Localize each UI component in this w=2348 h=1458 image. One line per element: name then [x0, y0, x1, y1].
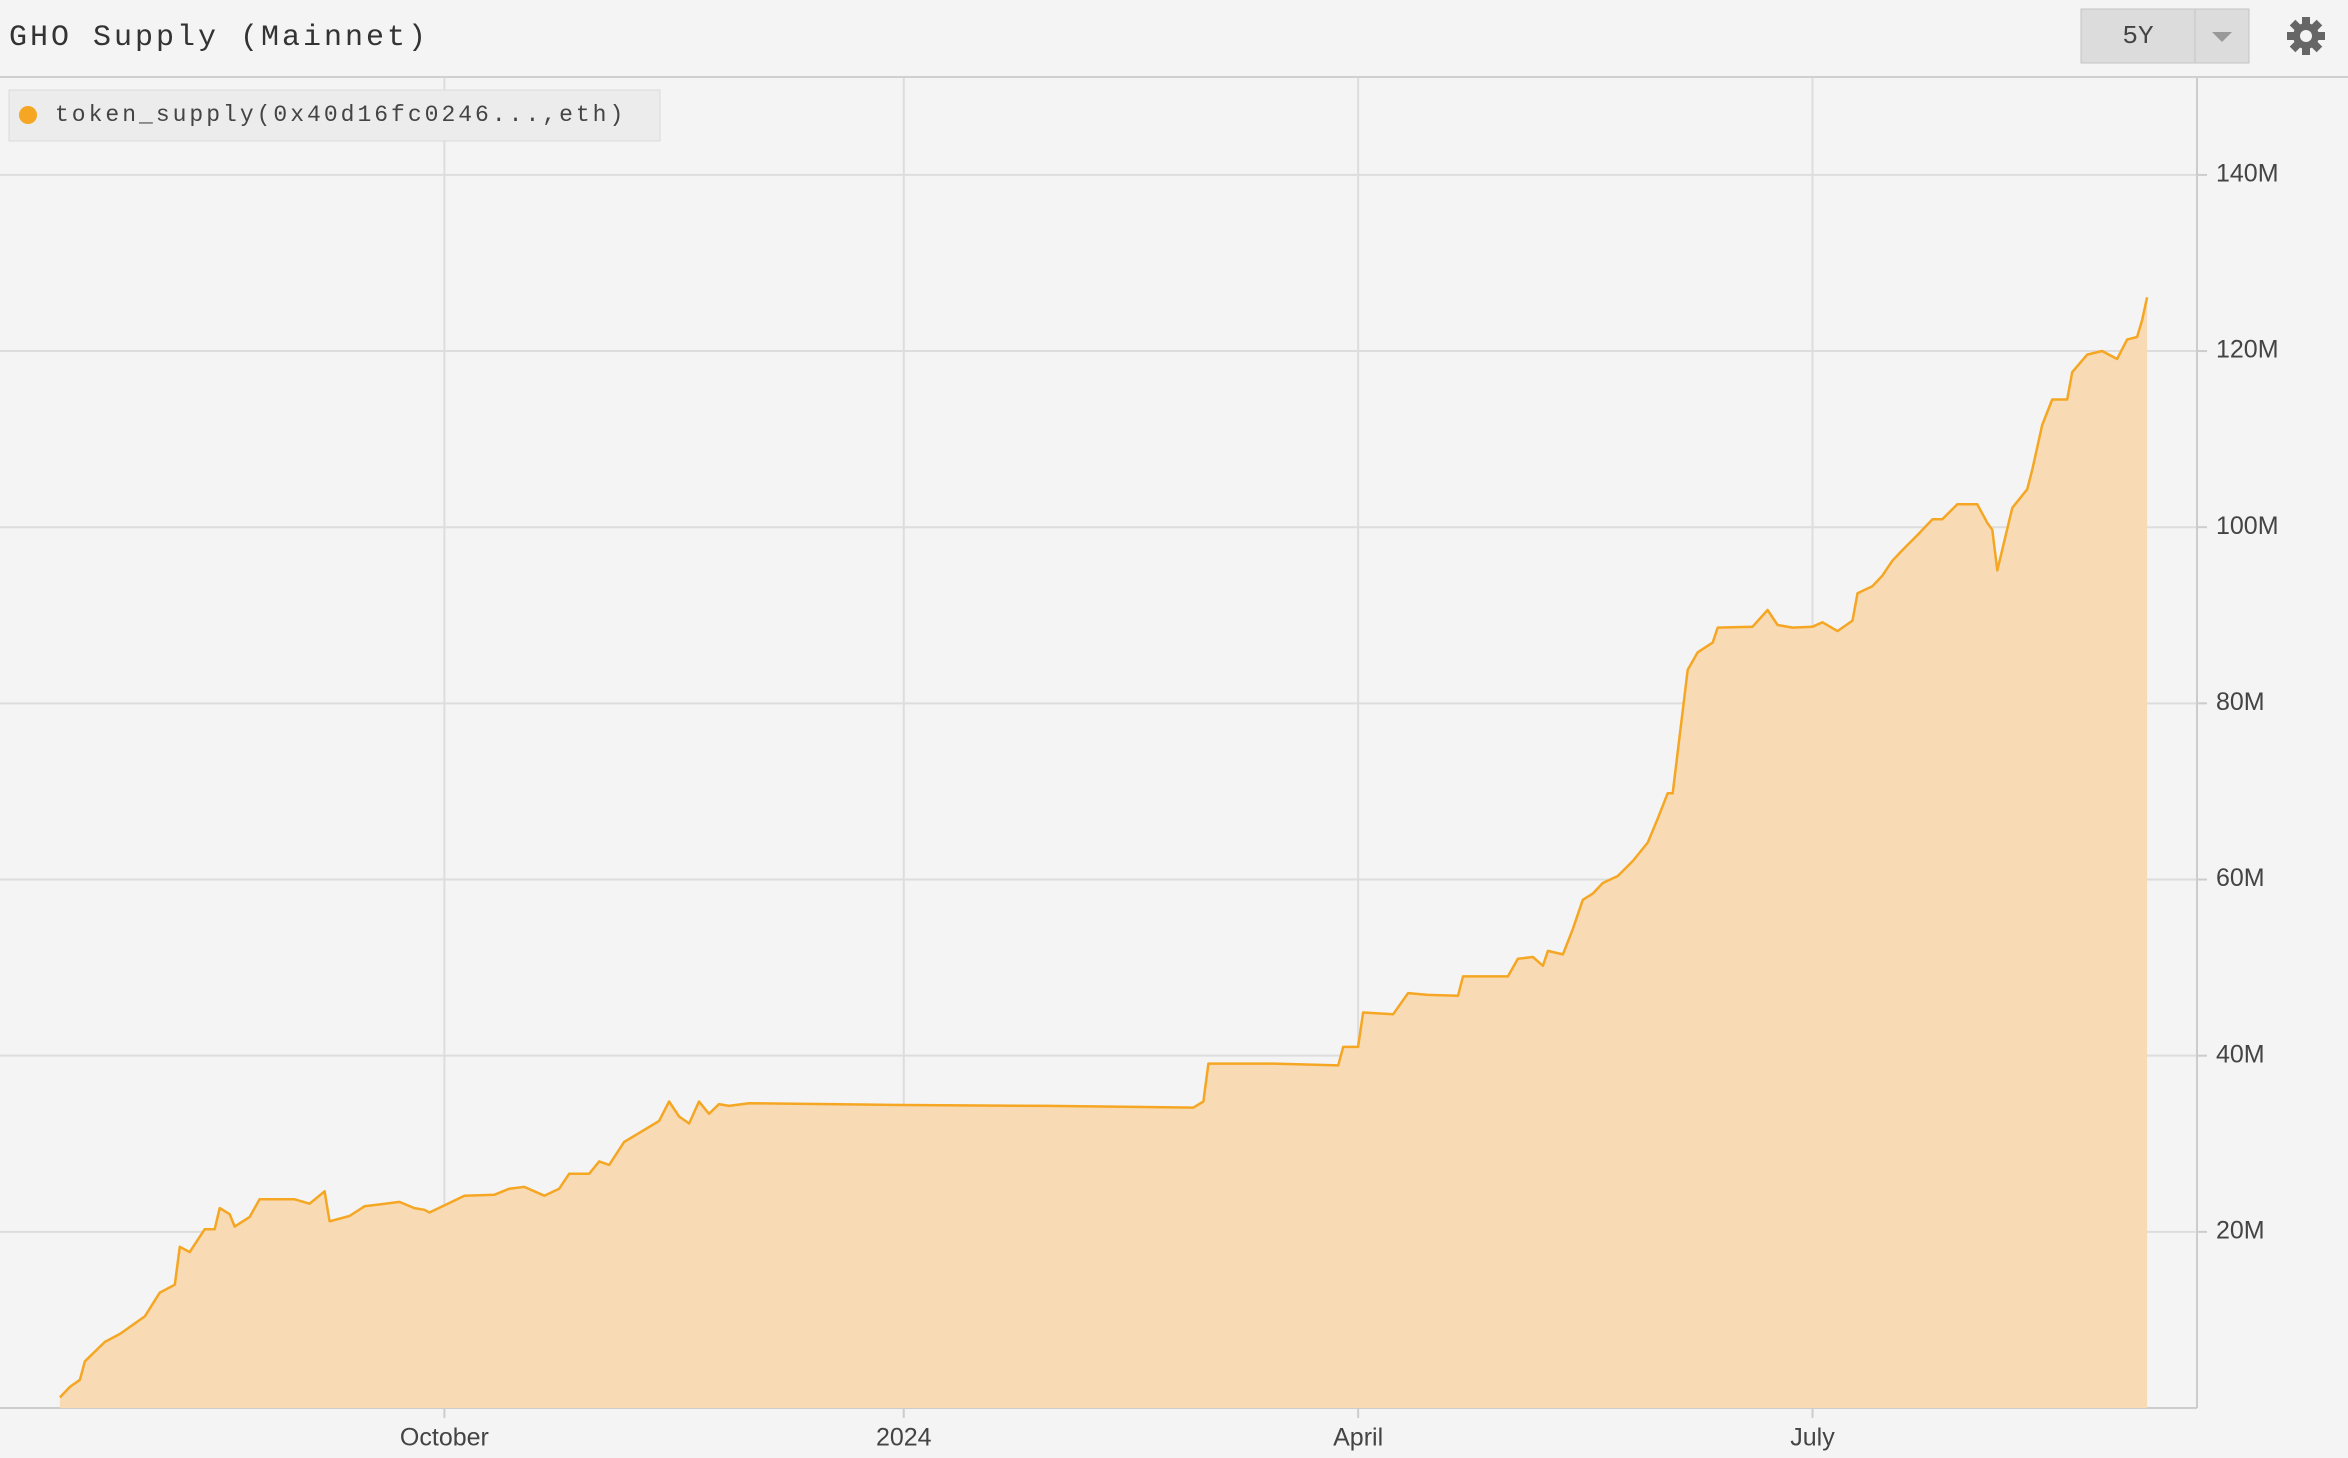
- y-tick-label: 140M: [2216, 159, 2279, 187]
- y-tick-label: 80M: [2216, 688, 2265, 716]
- area: [59, 297, 2148, 1408]
- range-button[interactable]: [2080, 8, 2196, 64]
- chart-title: GHO Supply (Mainnet): [9, 21, 429, 55]
- range-button-label[interactable]: 5Y: [2122, 21, 2154, 51]
- x-tick-label: October: [400, 1424, 489, 1452]
- legend: [8, 89, 661, 142]
- y-tick-label: 120M: [2216, 336, 2279, 364]
- plot: 20M 40M 60M 80M 100M 120M 140M October 2024 April…: [0, 78, 2279, 1452]
- dropdown-arrow: [2212, 32, 2232, 42]
- y-tick-label: 60M: [2216, 864, 2265, 892]
- line: [58, 297, 2149, 1399]
- y-tick-label: 40M: [2216, 1040, 2265, 1068]
- legend-marker: [19, 106, 37, 124]
- legend-label: token_supply(0x40d16fc0246...,eth): [55, 102, 626, 128]
- x-tick-label: July: [1790, 1424, 1835, 1452]
- settings-icon[interactable]: [2287, 17, 2325, 55]
- y-tick-label: 20M: [2216, 1216, 2265, 1244]
- x-tick-label: April: [1333, 1424, 1383, 1452]
- x-tick-label: 2024: [876, 1424, 932, 1452]
- y-tick-label: 100M: [2216, 512, 2279, 540]
